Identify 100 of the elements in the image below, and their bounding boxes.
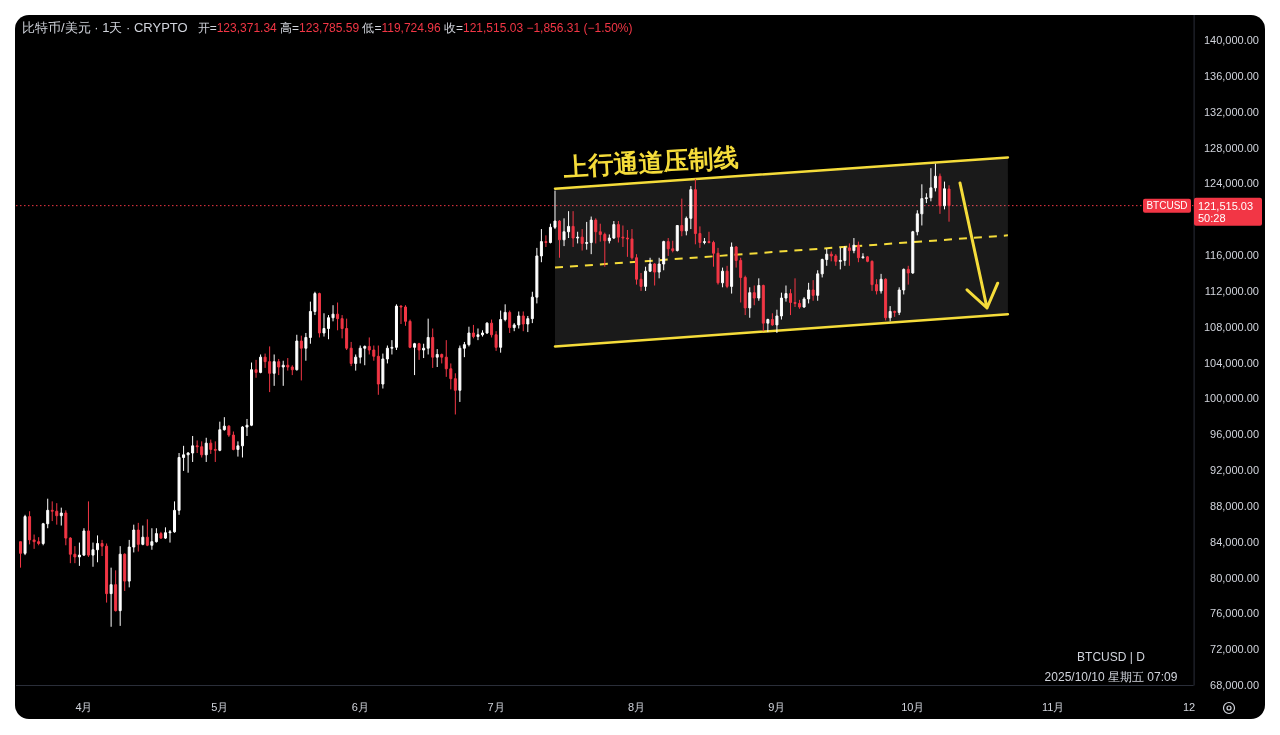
y-tick-label: 128,000.00 xyxy=(1203,141,1259,154)
candlestick xyxy=(811,279,815,302)
y-tick-label: 116,000.00 xyxy=(1204,249,1259,262)
candlestick xyxy=(440,353,444,364)
candlestick xyxy=(861,252,865,260)
y-tick-label: 92,000.00 xyxy=(1210,464,1259,477)
annotation: BTCUSD xyxy=(1146,200,1188,212)
candlestick xyxy=(843,245,847,267)
y-tick-label: 96,000.00 xyxy=(1210,428,1259,441)
candlestick xyxy=(123,552,127,592)
candlestick xyxy=(834,253,838,267)
candlestick xyxy=(558,219,562,259)
text: 开=123,371.34 高=123,785.59 低=119,724.96 收=121,515.03 −1,856.31 (−1.50%) xyxy=(197,21,633,35)
candlestick xyxy=(64,509,68,546)
candlestick xyxy=(585,221,589,251)
candlestick xyxy=(929,167,933,202)
y-tick-label: 104,000.00 xyxy=(1203,356,1259,369)
candlestick xyxy=(50,500,54,522)
candlestick xyxy=(28,510,32,545)
y-tick-label: 84,000.00 xyxy=(1210,535,1259,548)
candlestick xyxy=(213,440,217,463)
candlestick xyxy=(290,364,294,376)
candlestick xyxy=(322,312,326,338)
y-tick-label: 72,000.00 xyxy=(1210,643,1259,656)
y-tick-label: 112,000.00 xyxy=(1204,284,1259,297)
candlestick xyxy=(204,437,208,463)
y-tick-label: 88,000.00 xyxy=(1210,499,1259,512)
x-tick-label: 8月 xyxy=(627,701,646,713)
candlestick xyxy=(349,341,353,367)
candlestick xyxy=(856,241,860,263)
candlestick xyxy=(376,345,380,396)
y-tick-label: 68,000.00 xyxy=(1210,679,1259,691)
x-tick-label: 10月 xyxy=(901,701,925,713)
candlestick xyxy=(671,240,675,253)
candlestick xyxy=(413,342,417,376)
candlestick xyxy=(218,421,222,452)
candlestick xyxy=(508,310,512,334)
annotation: BTCUSD | D xyxy=(1077,650,1146,664)
candlestick xyxy=(422,343,426,359)
candlestick xyxy=(612,220,616,240)
y-tick-label: 132,000.00 xyxy=(1203,105,1259,118)
candlestick xyxy=(752,285,756,306)
candlestick xyxy=(417,342,421,361)
x-tick-label: 6月 xyxy=(351,701,369,713)
candlestick xyxy=(453,372,457,415)
candlestick xyxy=(761,284,765,332)
candlestick xyxy=(150,527,154,551)
y-tick-label: 100,000.00 xyxy=(1203,392,1259,405)
candlestick xyxy=(458,345,462,403)
candlestick xyxy=(906,265,910,286)
candlestick xyxy=(159,531,163,540)
candlestick xyxy=(911,230,915,275)
x-tick-label: 12 xyxy=(1182,701,1196,713)
candlestick xyxy=(766,318,770,333)
candlestick xyxy=(59,507,63,527)
candlestick xyxy=(838,247,842,270)
candlestick xyxy=(141,525,145,546)
candlestick xyxy=(852,237,856,254)
candlestick xyxy=(544,234,548,248)
candlestick xyxy=(847,242,851,267)
candlestick xyxy=(363,345,367,366)
candlestick xyxy=(394,303,398,351)
candlestick xyxy=(743,275,747,316)
x-tick-label: 5月 xyxy=(211,701,229,713)
candlestick xyxy=(254,359,258,379)
candlestick xyxy=(870,259,874,292)
x-tick-label: 11月 xyxy=(1041,701,1065,713)
candlestick xyxy=(272,353,276,387)
candlestick xyxy=(884,277,888,321)
x-tick-label: 9月 xyxy=(768,701,786,713)
candlestick xyxy=(399,304,403,325)
candlestick xyxy=(571,210,575,248)
candlestick xyxy=(431,328,435,369)
candlestick xyxy=(476,328,480,341)
candlestick xyxy=(114,569,118,613)
candlestick xyxy=(879,273,883,295)
candlestick xyxy=(748,286,752,319)
candlestick xyxy=(653,262,657,287)
candlestick xyxy=(209,439,213,455)
candlestick xyxy=(526,315,530,333)
candlestick xyxy=(109,567,113,628)
candlestick xyxy=(426,318,430,355)
candlestick xyxy=(576,231,580,244)
candlestick xyxy=(589,216,593,255)
y-tick-label: 140,000.00 xyxy=(1203,34,1259,47)
candlestick xyxy=(299,335,303,381)
candlestick xyxy=(816,269,820,302)
candlestick xyxy=(521,310,525,332)
chart-title: 比特币/美元 · 1天 · CRYPTO xyxy=(22,20,188,35)
candlestick xyxy=(942,181,946,210)
candlestick xyxy=(435,348,439,368)
candlestick xyxy=(222,416,226,432)
candlestick xyxy=(517,310,521,329)
candlestick xyxy=(286,357,290,372)
y-tick-label: 76,000.00 xyxy=(1210,607,1259,620)
candlestick xyxy=(721,267,725,288)
candlestick xyxy=(580,228,584,252)
candlestick xyxy=(317,292,321,338)
ref-line-label: 121,515.03 xyxy=(1198,199,1254,212)
candlestick xyxy=(354,353,358,372)
